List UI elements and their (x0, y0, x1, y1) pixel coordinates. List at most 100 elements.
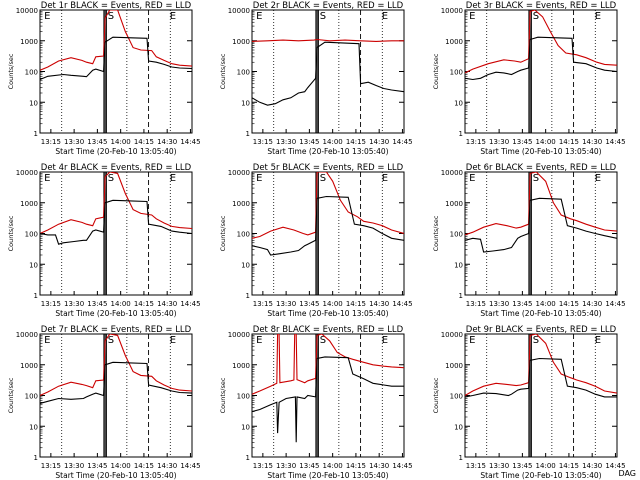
x-tick-label: 13:45 (87, 138, 107, 146)
x-tick-label: 13:45 (299, 462, 319, 470)
y-tick-label: 1 (246, 292, 250, 300)
page-label: DAG (618, 469, 636, 478)
x-tick-label: 14:30 (157, 300, 177, 308)
x-tick-label: 14:45 (180, 462, 200, 470)
series-lld-line (40, 334, 192, 397)
x-tick-label: 13:15 (466, 138, 486, 146)
marker-label: E (256, 173, 262, 184)
marker-label: E (469, 173, 475, 184)
marker-label: E (595, 335, 601, 346)
y-tick-label: 1000 (445, 200, 463, 208)
x-tick-label: 14:00 (111, 300, 131, 308)
plot-frame (251, 333, 405, 458)
x-tick-label: 13:15 (466, 300, 486, 308)
series-events-line (252, 41, 404, 106)
x-tick-label: 13:45 (299, 300, 319, 308)
x-tick-label: 14:15 (559, 138, 579, 146)
plot-frame (251, 171, 405, 296)
x-tick-label: 14:45 (180, 138, 200, 146)
y-tick-label: 1000 (20, 362, 38, 370)
y-tick-label: 1 (34, 292, 38, 300)
y-tick-label: 1000 (232, 200, 250, 208)
y-tick-label: 1 (246, 454, 250, 462)
y-tick-label: 1000 (20, 38, 38, 46)
y-tick-label: 10000 (16, 331, 38, 339)
marker-label: S (320, 11, 326, 22)
x-tick-label: 14:30 (369, 462, 389, 470)
x-tick-label: 13:45 (299, 138, 319, 146)
series-lld-line (465, 10, 617, 74)
x-tick-label: 14:30 (157, 462, 177, 470)
y-axis-label: Counts/sec (219, 377, 227, 413)
series-events-line (40, 36, 192, 81)
series-lld-line (252, 334, 404, 395)
x-tick-label: 14:30 (582, 300, 602, 308)
y-tick-label: 10000 (228, 169, 250, 177)
series-lld-line (465, 334, 617, 396)
x-tick-label: 14:15 (134, 138, 154, 146)
panel-title: Det 8r BLACK = Events, RED = LLD (253, 325, 404, 335)
x-tick-label: 14:45 (392, 300, 412, 308)
x-tick-label: 13:30 (276, 300, 296, 308)
y-tick-label: 100 (25, 393, 38, 401)
y-tick-label: 100 (450, 393, 463, 401)
x-tick-label: 14:00 (323, 300, 343, 308)
plot-frame (39, 171, 193, 296)
x-tick-label: 13:45 (512, 138, 532, 146)
y-tick-label: 1000 (445, 38, 463, 46)
marker-label: E (382, 335, 388, 346)
series-events-line (465, 357, 617, 398)
y-axis-label: Counts/sec (7, 215, 15, 251)
x-tick-label: 14:00 (536, 462, 556, 470)
series-events-line (465, 197, 617, 253)
marker-label: E (44, 173, 50, 184)
y-tick-label: 1 (246, 130, 250, 138)
marker-label: S (320, 335, 326, 346)
panel-title: Det 5r BLACK = Events, RED = LLD (253, 163, 404, 173)
y-axis-label: Counts/sec (7, 53, 15, 89)
marker-label: E (256, 11, 262, 22)
x-tick-label: 13:45 (512, 300, 532, 308)
y-tick-label: 100 (237, 393, 250, 401)
y-tick-label: 10 (241, 99, 250, 107)
marker-label: E (382, 11, 388, 22)
y-tick-label: 1000 (232, 362, 250, 370)
x-tick-label: 13:30 (489, 138, 509, 146)
x-axis-label: Start Time (20-Feb-10 13:05:40) (55, 471, 176, 480)
x-axis-label: Start Time (20-Feb-10 13:05:40) (480, 471, 601, 480)
panel-title: Det 6r BLACK = Events, RED = LLD (466, 163, 617, 173)
x-tick-label: 14:00 (111, 462, 131, 470)
y-tick-label: 10 (454, 99, 463, 107)
series-events-line (465, 36, 617, 81)
marker-label: S (533, 335, 539, 346)
x-tick-label: 14:45 (605, 300, 625, 308)
y-tick-label: 10 (241, 423, 250, 431)
y-tick-label: 10000 (441, 7, 463, 15)
series-lld-line (40, 172, 192, 235)
y-tick-label: 10 (454, 261, 463, 269)
y-tick-label: 10 (241, 261, 250, 269)
y-tick-label: 1 (459, 454, 463, 462)
x-tick-label: 13:30 (64, 138, 84, 146)
x-tick-label: 13:30 (489, 462, 509, 470)
panel-title: Det 1r BLACK = Events, RED = LLD (41, 1, 192, 11)
marker-label: E (595, 173, 601, 184)
x-tick-label: 13:30 (276, 138, 296, 146)
panel-title: Det 7r BLACK = Events, RED = LLD (41, 325, 192, 335)
marker-label: E (382, 173, 388, 184)
series-events-line (40, 361, 192, 405)
x-tick-label: 13:15 (466, 462, 486, 470)
y-tick-label: 10 (29, 261, 38, 269)
y-tick-label: 1 (34, 130, 38, 138)
marker-label: S (108, 173, 114, 184)
x-tick-label: 13:15 (41, 138, 61, 146)
x-tick-label: 13:45 (87, 462, 107, 470)
y-axis-label: Counts/sec (219, 53, 227, 89)
x-tick-label: 14:30 (369, 300, 389, 308)
y-axis-label: Counts/sec (432, 215, 440, 251)
y-tick-label: 100 (450, 231, 463, 239)
